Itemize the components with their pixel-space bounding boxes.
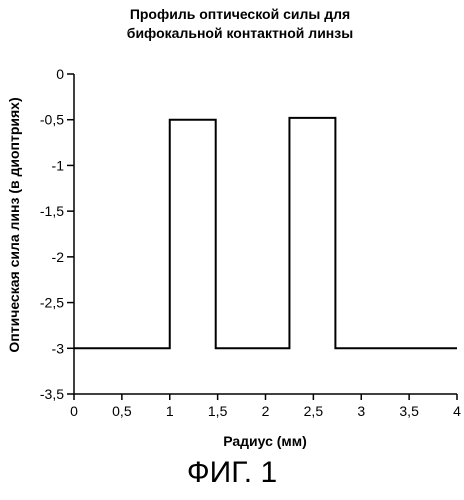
figure-caption: ФИГ. 1	[0, 456, 464, 490]
power-profile-chart: 0 0,5 1 1,5 2 2,5 3 3,5 4 0 -0,5 -1 -1,5 -2 -2,5 -3 -3,…	[0, 0, 464, 456]
y-tick-label: -1,5	[40, 203, 64, 219]
x-tick-label: 1	[166, 403, 174, 419]
y-tick-label: -1	[52, 157, 65, 173]
power-profile-line	[74, 118, 457, 348]
y-tick-label: -3	[52, 340, 65, 356]
x-tick-label: 1,5	[208, 403, 228, 419]
y-axis-ticks: 0 -0,5 -1 -1,5 -2 -2,5 -3 -3,5	[40, 66, 74, 402]
x-tick-label: 0	[70, 403, 78, 419]
series-group	[74, 118, 457, 348]
y-tick-label: -2,5	[40, 295, 64, 311]
x-axis-ticks: 0 0,5 1 1,5 2 2,5 3 3,5 4	[70, 394, 461, 419]
x-axis-label: Радиус (мм)	[223, 433, 307, 449]
x-tick-label: 0,5	[112, 403, 132, 419]
y-tick-label: -2	[52, 249, 65, 265]
y-tick-label: -0,5	[40, 112, 64, 128]
y-tick-label: -3,5	[40, 386, 64, 402]
x-tick-label: 3	[357, 403, 365, 419]
y-tick-label: 0	[56, 66, 64, 82]
x-tick-label: 4	[453, 403, 461, 419]
x-tick-label: 2,5	[304, 403, 324, 419]
x-tick-label: 2	[262, 403, 270, 419]
y-axis-label: Оптическая сила линз (в диоптриях)	[6, 97, 22, 352]
x-tick-label: 3,5	[399, 403, 419, 419]
